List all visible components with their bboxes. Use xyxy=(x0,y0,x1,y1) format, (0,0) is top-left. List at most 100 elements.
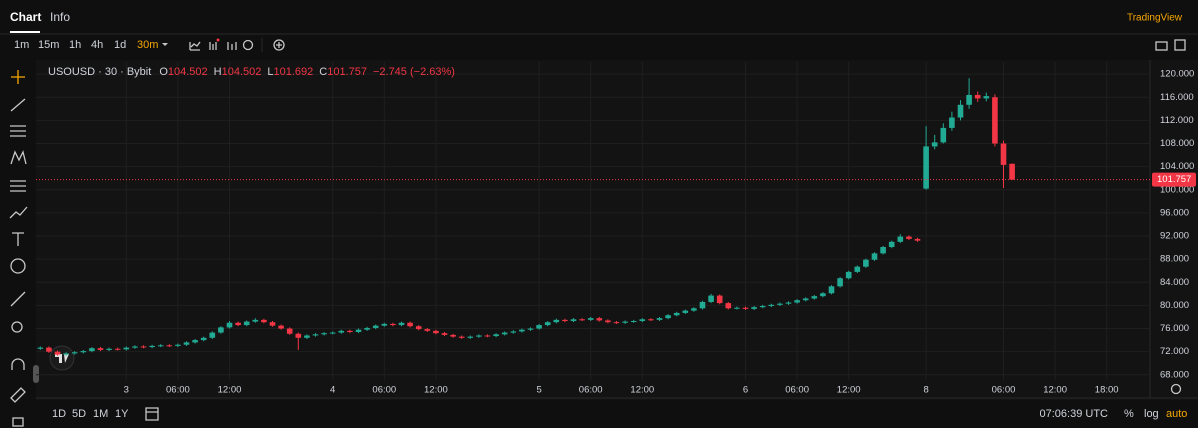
x-tick-label: 5 xyxy=(536,385,541,396)
candle-body xyxy=(931,142,938,147)
ohlc-value: 104.502 xyxy=(222,66,262,78)
candle-body xyxy=(192,340,198,343)
magnet-tool[interactable] xyxy=(11,358,25,370)
candle-body xyxy=(80,351,87,353)
brush-tool[interactable] xyxy=(9,206,28,219)
scale-button[interactable]: % xyxy=(1124,408,1134,420)
candle-body xyxy=(441,333,448,335)
x-tick-label: 12:00 xyxy=(218,385,242,396)
ruler-tool[interactable] xyxy=(10,291,26,307)
projection-tool[interactable] xyxy=(10,180,26,192)
candle-body xyxy=(407,322,413,327)
candle-body xyxy=(854,266,861,272)
x-tick-label: 12:00 xyxy=(837,385,861,396)
interval-button[interactable]: 4h xyxy=(91,39,103,51)
ohlc-key: H xyxy=(214,66,222,78)
candle-body xyxy=(665,315,671,319)
symbol: USOUSD · 30 · Bybit xyxy=(48,66,151,78)
add-icon[interactable] xyxy=(273,39,285,51)
change: −2.745 (−2.63%) xyxy=(373,66,455,78)
ohlc-key: O xyxy=(159,66,168,78)
candle-body xyxy=(484,335,491,337)
y-tick-label: 72.000 xyxy=(1160,346,1189,357)
lock-draw-tool[interactable] xyxy=(10,387,26,403)
x-tick-label: 12:00 xyxy=(1043,385,1067,396)
candle-body xyxy=(957,104,964,118)
x-tick-label: 18:00 xyxy=(1095,385,1119,396)
fullscreen-icon[interactable] xyxy=(1174,39,1186,51)
interval-button[interactable]: 1d xyxy=(114,39,126,51)
candle-body xyxy=(820,293,826,297)
y-tick-label: 84.000 xyxy=(1160,277,1189,288)
range-button[interactable]: 5D xyxy=(72,408,86,420)
candle-body xyxy=(166,345,173,347)
scale-button[interactable]: log xyxy=(1144,408,1159,420)
candle-body xyxy=(656,318,663,320)
trendline-tool[interactable] xyxy=(10,98,26,112)
interval-button[interactable]: 15m xyxy=(38,39,59,51)
settings-icon[interactable] xyxy=(242,39,254,51)
bars-icon[interactable] xyxy=(227,42,237,50)
candle-body xyxy=(974,94,981,99)
interval-button[interactable]: 30m xyxy=(137,39,158,51)
candle-body xyxy=(768,304,775,306)
range-button[interactable]: 1M xyxy=(93,408,108,420)
lock-tool[interactable] xyxy=(12,417,24,427)
crosshair-tool[interactable] xyxy=(11,70,25,84)
chart-pane xyxy=(36,60,1198,400)
range-button[interactable]: 1Y xyxy=(115,408,129,420)
candle-body xyxy=(286,328,293,334)
candle-body xyxy=(906,236,912,239)
candle-body xyxy=(390,323,396,326)
candle-body xyxy=(304,335,310,338)
candle-body xyxy=(226,322,233,328)
x-tick-label: 06:00 xyxy=(166,385,190,396)
candle-body xyxy=(381,323,388,326)
indicator-icon[interactable] xyxy=(189,41,201,51)
camera-icon[interactable] xyxy=(1155,41,1168,51)
candle-body xyxy=(828,286,835,294)
zoom-tool[interactable] xyxy=(11,321,23,333)
x-tick-label: 8 xyxy=(923,385,928,396)
collapse-handle[interactable] xyxy=(33,365,39,383)
fib-tool[interactable] xyxy=(10,125,26,137)
candle-body xyxy=(622,321,628,323)
candle-body xyxy=(269,322,276,326)
candle-body xyxy=(209,332,216,338)
candle-body xyxy=(845,271,852,279)
scale-button[interactable]: auto xyxy=(1166,408,1187,420)
candle-body xyxy=(321,333,327,335)
candle-body xyxy=(949,117,955,128)
candle-body xyxy=(897,236,904,242)
emoji-tool[interactable] xyxy=(10,258,26,274)
text-tool[interactable] xyxy=(12,232,24,246)
x-tick-label: 06:00 xyxy=(992,385,1016,396)
last-price-label: 101.757 xyxy=(1157,174,1191,185)
candle-body xyxy=(243,321,250,326)
candle-body xyxy=(837,278,843,287)
candle-body xyxy=(398,322,405,326)
y-tick-label: 112.000 xyxy=(1160,115,1194,126)
tab[interactable]: Chart xyxy=(10,10,41,24)
x-tick-label: 4 xyxy=(330,385,335,396)
ohlc-key: C xyxy=(319,66,327,78)
tab[interactable]: Info xyxy=(50,10,70,24)
candle-body xyxy=(639,319,646,322)
interval-button[interactable]: 1h xyxy=(69,39,81,51)
axis-settings-icon[interactable] xyxy=(1170,383,1182,395)
compare-icon[interactable] xyxy=(209,42,217,50)
candle-body xyxy=(519,329,525,332)
range-button[interactable]: 1D xyxy=(52,408,66,420)
candle-body xyxy=(751,307,757,309)
y-tick-label: 108.000 xyxy=(1160,138,1194,149)
pattern-tool[interactable] xyxy=(10,150,27,165)
candle-body xyxy=(536,325,542,329)
caret[interactable] xyxy=(162,43,168,46)
candle-body xyxy=(157,345,164,347)
interval-button[interactable]: 1m xyxy=(14,39,29,51)
goto-date-icon[interactable] xyxy=(145,407,159,421)
candle-body xyxy=(716,295,723,304)
candle-body xyxy=(278,325,284,329)
brand[interactable]: TradingView xyxy=(1127,13,1183,24)
